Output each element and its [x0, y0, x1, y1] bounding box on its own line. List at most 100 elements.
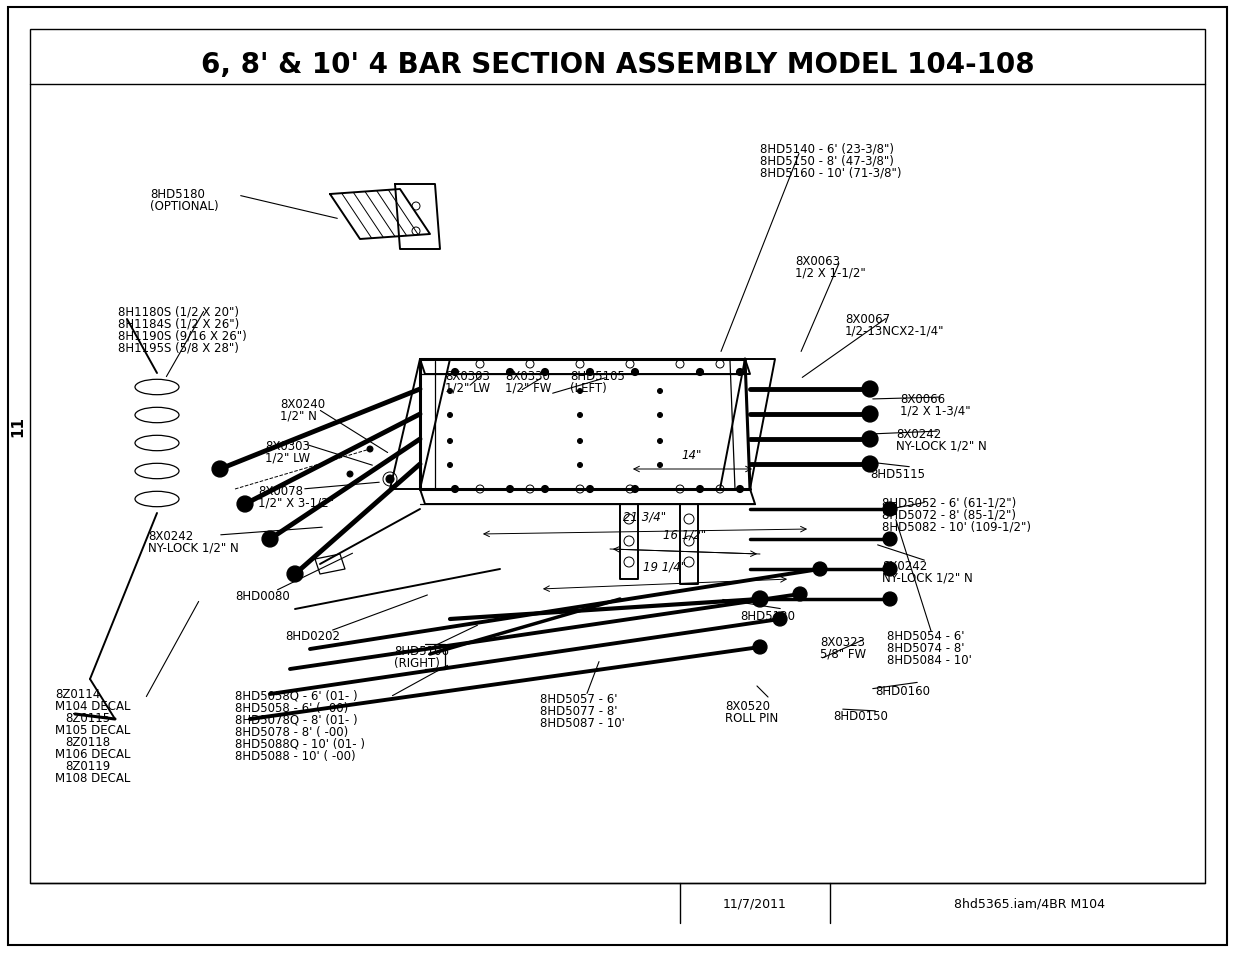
Text: 8HD0080: 8HD0080 [235, 589, 290, 602]
Text: 8H1190S (9/16 X 26"): 8H1190S (9/16 X 26") [119, 330, 247, 343]
Text: 8HD5078Q - 8' (01- ): 8HD5078Q - 8' (01- ) [235, 713, 358, 726]
Circle shape [631, 486, 638, 493]
Text: 8X0303: 8X0303 [266, 439, 310, 453]
Text: 8HD5115: 8HD5115 [869, 468, 925, 480]
Text: 8Z0115: 8Z0115 [65, 711, 110, 724]
Text: 6, 8' & 10' 4 BAR SECTION ASSEMBLY MODEL 104-108: 6, 8' & 10' 4 BAR SECTION ASSEMBLY MODEL… [201, 51, 1034, 79]
Text: 8Z0119: 8Z0119 [65, 760, 110, 772]
Circle shape [862, 381, 878, 397]
Text: NY-LOCK 1/2" N: NY-LOCK 1/2" N [148, 541, 238, 555]
Circle shape [541, 486, 548, 493]
Circle shape [212, 461, 228, 477]
Circle shape [697, 486, 704, 493]
Circle shape [447, 439, 452, 444]
Text: 8X0066: 8X0066 [900, 393, 945, 406]
Text: 8HD5054 - 6': 8HD5054 - 6' [887, 629, 965, 642]
Text: 8HD5082 - 10' (109-1/2"): 8HD5082 - 10' (109-1/2") [882, 520, 1031, 534]
Text: NY-LOCK 1/2" N: NY-LOCK 1/2" N [897, 439, 987, 453]
Circle shape [883, 562, 897, 577]
Text: 16 1/2": 16 1/2" [663, 529, 706, 541]
Circle shape [447, 389, 452, 395]
Text: 8X0242: 8X0242 [148, 530, 193, 542]
Text: 8H1195S (5/8 X 28"): 8H1195S (5/8 X 28") [119, 341, 238, 355]
Text: 8X0067: 8X0067 [845, 313, 890, 326]
Circle shape [773, 613, 787, 626]
Text: 8HD5057 - 6': 8HD5057 - 6' [540, 692, 618, 705]
Text: 5/8" FW: 5/8" FW [820, 647, 866, 660]
Text: 8X0520: 8X0520 [725, 700, 769, 712]
Text: M105 DECAL: M105 DECAL [56, 723, 131, 737]
Circle shape [862, 432, 878, 448]
Circle shape [578, 413, 583, 418]
Text: 8HD5120: 8HD5120 [740, 609, 795, 622]
Text: 8hd5365.iam/4BR M104: 8hd5365.iam/4BR M104 [955, 897, 1105, 909]
Circle shape [262, 532, 278, 547]
Circle shape [736, 486, 743, 493]
Text: 8HD5074 - 8': 8HD5074 - 8' [887, 641, 965, 655]
Circle shape [883, 593, 897, 606]
Text: 8HD5077 - 8': 8HD5077 - 8' [540, 704, 618, 718]
Text: 8HD5088Q - 10' (01- ): 8HD5088Q - 10' (01- ) [235, 738, 366, 750]
Text: 8X0242: 8X0242 [897, 428, 941, 440]
Circle shape [587, 486, 594, 493]
Text: 8X0330: 8X0330 [505, 370, 550, 382]
Text: 1/2" LW: 1/2" LW [445, 381, 490, 395]
Text: 8HD5150 - 8' (47-3/8"): 8HD5150 - 8' (47-3/8") [760, 154, 894, 168]
Circle shape [657, 389, 662, 395]
Circle shape [657, 413, 662, 418]
Circle shape [452, 486, 458, 493]
Text: 8HD5084 - 10': 8HD5084 - 10' [887, 654, 972, 666]
Circle shape [883, 502, 897, 517]
Text: 8X0323: 8X0323 [820, 636, 864, 648]
Text: 8HD0150: 8HD0150 [832, 709, 888, 722]
Text: 1/2" FW: 1/2" FW [505, 381, 551, 395]
Text: ROLL PIN: ROLL PIN [725, 711, 778, 724]
Text: 8HD5088 - 10' ( -00): 8HD5088 - 10' ( -00) [235, 749, 356, 762]
Text: (RIGHT): (RIGHT) [394, 657, 440, 669]
Text: 8X0242: 8X0242 [882, 559, 927, 573]
Circle shape [883, 533, 897, 546]
Text: 8HD5058 - 6' ( -00): 8HD5058 - 6' ( -00) [235, 701, 348, 714]
Text: M106 DECAL: M106 DECAL [56, 747, 131, 760]
Circle shape [862, 456, 878, 473]
Text: 8HD0160: 8HD0160 [876, 684, 930, 698]
Circle shape [697, 369, 704, 376]
Text: 1/2-13NCX2-1/4": 1/2-13NCX2-1/4" [845, 325, 945, 337]
Circle shape [657, 439, 662, 444]
Text: 8HD5160 - 10' (71-3/8"): 8HD5160 - 10' (71-3/8") [760, 167, 902, 180]
Text: 8Z0118: 8Z0118 [65, 735, 110, 748]
Text: 1/2 X 1-3/4": 1/2 X 1-3/4" [900, 405, 971, 417]
Text: 8X0303: 8X0303 [445, 370, 490, 382]
Text: 8H1184S (1/2 X 26"): 8H1184S (1/2 X 26") [119, 317, 240, 331]
Bar [30, 30, 1205, 883]
Text: 8HD5052 - 6' (61-1/2"): 8HD5052 - 6' (61-1/2") [882, 497, 1016, 510]
Circle shape [452, 369, 458, 376]
Text: NY-LOCK 1/2" N: NY-LOCK 1/2" N [882, 572, 973, 584]
Text: 8HD5140 - 6' (23-3/8"): 8HD5140 - 6' (23-3/8") [760, 143, 894, 156]
Text: 8Z0114: 8Z0114 [56, 687, 100, 700]
Text: 8HD5078 - 8' ( -00): 8HD5078 - 8' ( -00) [235, 725, 348, 739]
Text: 21 3/4": 21 3/4" [624, 511, 667, 523]
Text: 8HD0202: 8HD0202 [285, 629, 340, 642]
Text: M108 DECAL: M108 DECAL [56, 771, 131, 784]
Circle shape [752, 592, 768, 607]
Circle shape [578, 439, 583, 444]
Circle shape [631, 369, 638, 376]
Text: 8X0240: 8X0240 [280, 397, 325, 411]
Text: 8HD5087 - 10': 8HD5087 - 10' [540, 717, 625, 729]
Circle shape [736, 369, 743, 376]
Text: 14": 14" [682, 449, 703, 461]
Text: 8HD5106: 8HD5106 [394, 644, 450, 658]
Text: (OPTIONAL): (OPTIONAL) [149, 200, 219, 213]
Circle shape [506, 486, 514, 493]
Circle shape [347, 472, 353, 477]
Circle shape [862, 407, 878, 422]
Circle shape [793, 587, 806, 601]
Text: 11/7/2011: 11/7/2011 [722, 897, 787, 909]
Circle shape [367, 447, 373, 453]
Circle shape [578, 389, 583, 395]
Circle shape [387, 476, 394, 483]
Circle shape [541, 369, 548, 376]
Text: M104 DECAL: M104 DECAL [56, 700, 131, 712]
Circle shape [447, 463, 452, 468]
